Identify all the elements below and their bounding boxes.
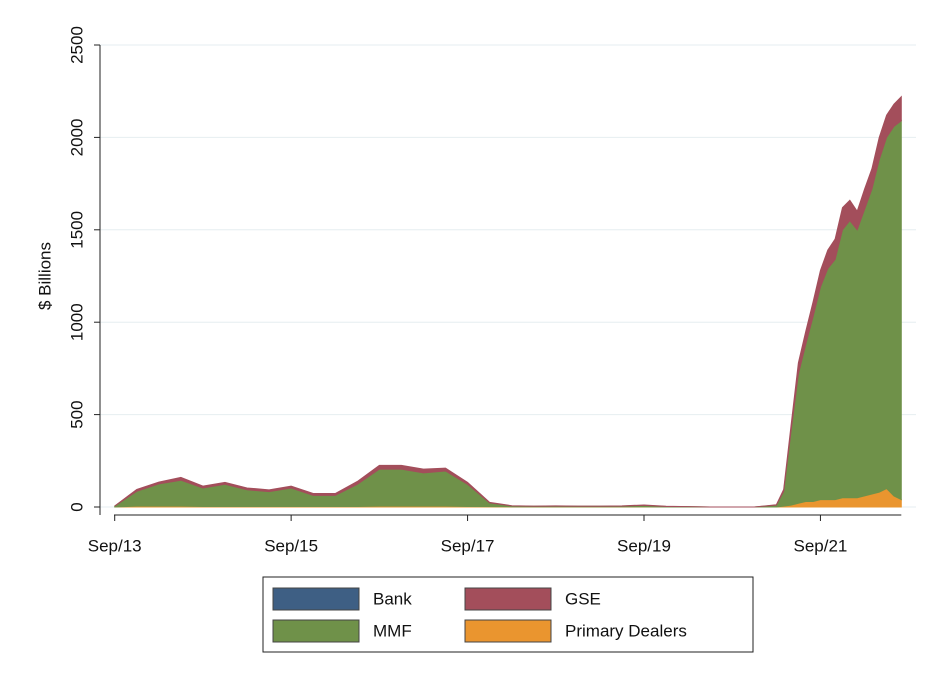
y-tick-label: 1000 <box>67 303 86 341</box>
x-tick-label: Sep/21 <box>793 536 847 555</box>
area <box>114 95 902 508</box>
legend-label: MMF <box>373 621 412 640</box>
x-tick-label: Sep/17 <box>441 536 495 555</box>
x-tick-label: Sep/19 <box>617 536 671 555</box>
legend-swatch <box>464 587 552 611</box>
legend-label: Bank <box>373 589 412 608</box>
legend-swatch <box>272 619 360 643</box>
y-tick-label: 500 <box>67 400 86 428</box>
x-tick-label: Sep/13 <box>88 536 142 555</box>
y-tick-label: 0 <box>67 502 86 511</box>
y-axis-label: $ Billions <box>35 242 54 310</box>
y-tick-label: 2000 <box>67 118 86 156</box>
legend-label: GSE <box>565 589 601 608</box>
legend-label: Primary Dealers <box>565 621 687 640</box>
y-tick-label: 2500 <box>67 26 86 64</box>
x-tick-label: Sep/15 <box>264 536 318 555</box>
legend-swatch <box>272 587 360 611</box>
y-tick-label: 1500 <box>67 211 86 249</box>
legend-swatch <box>464 619 552 643</box>
